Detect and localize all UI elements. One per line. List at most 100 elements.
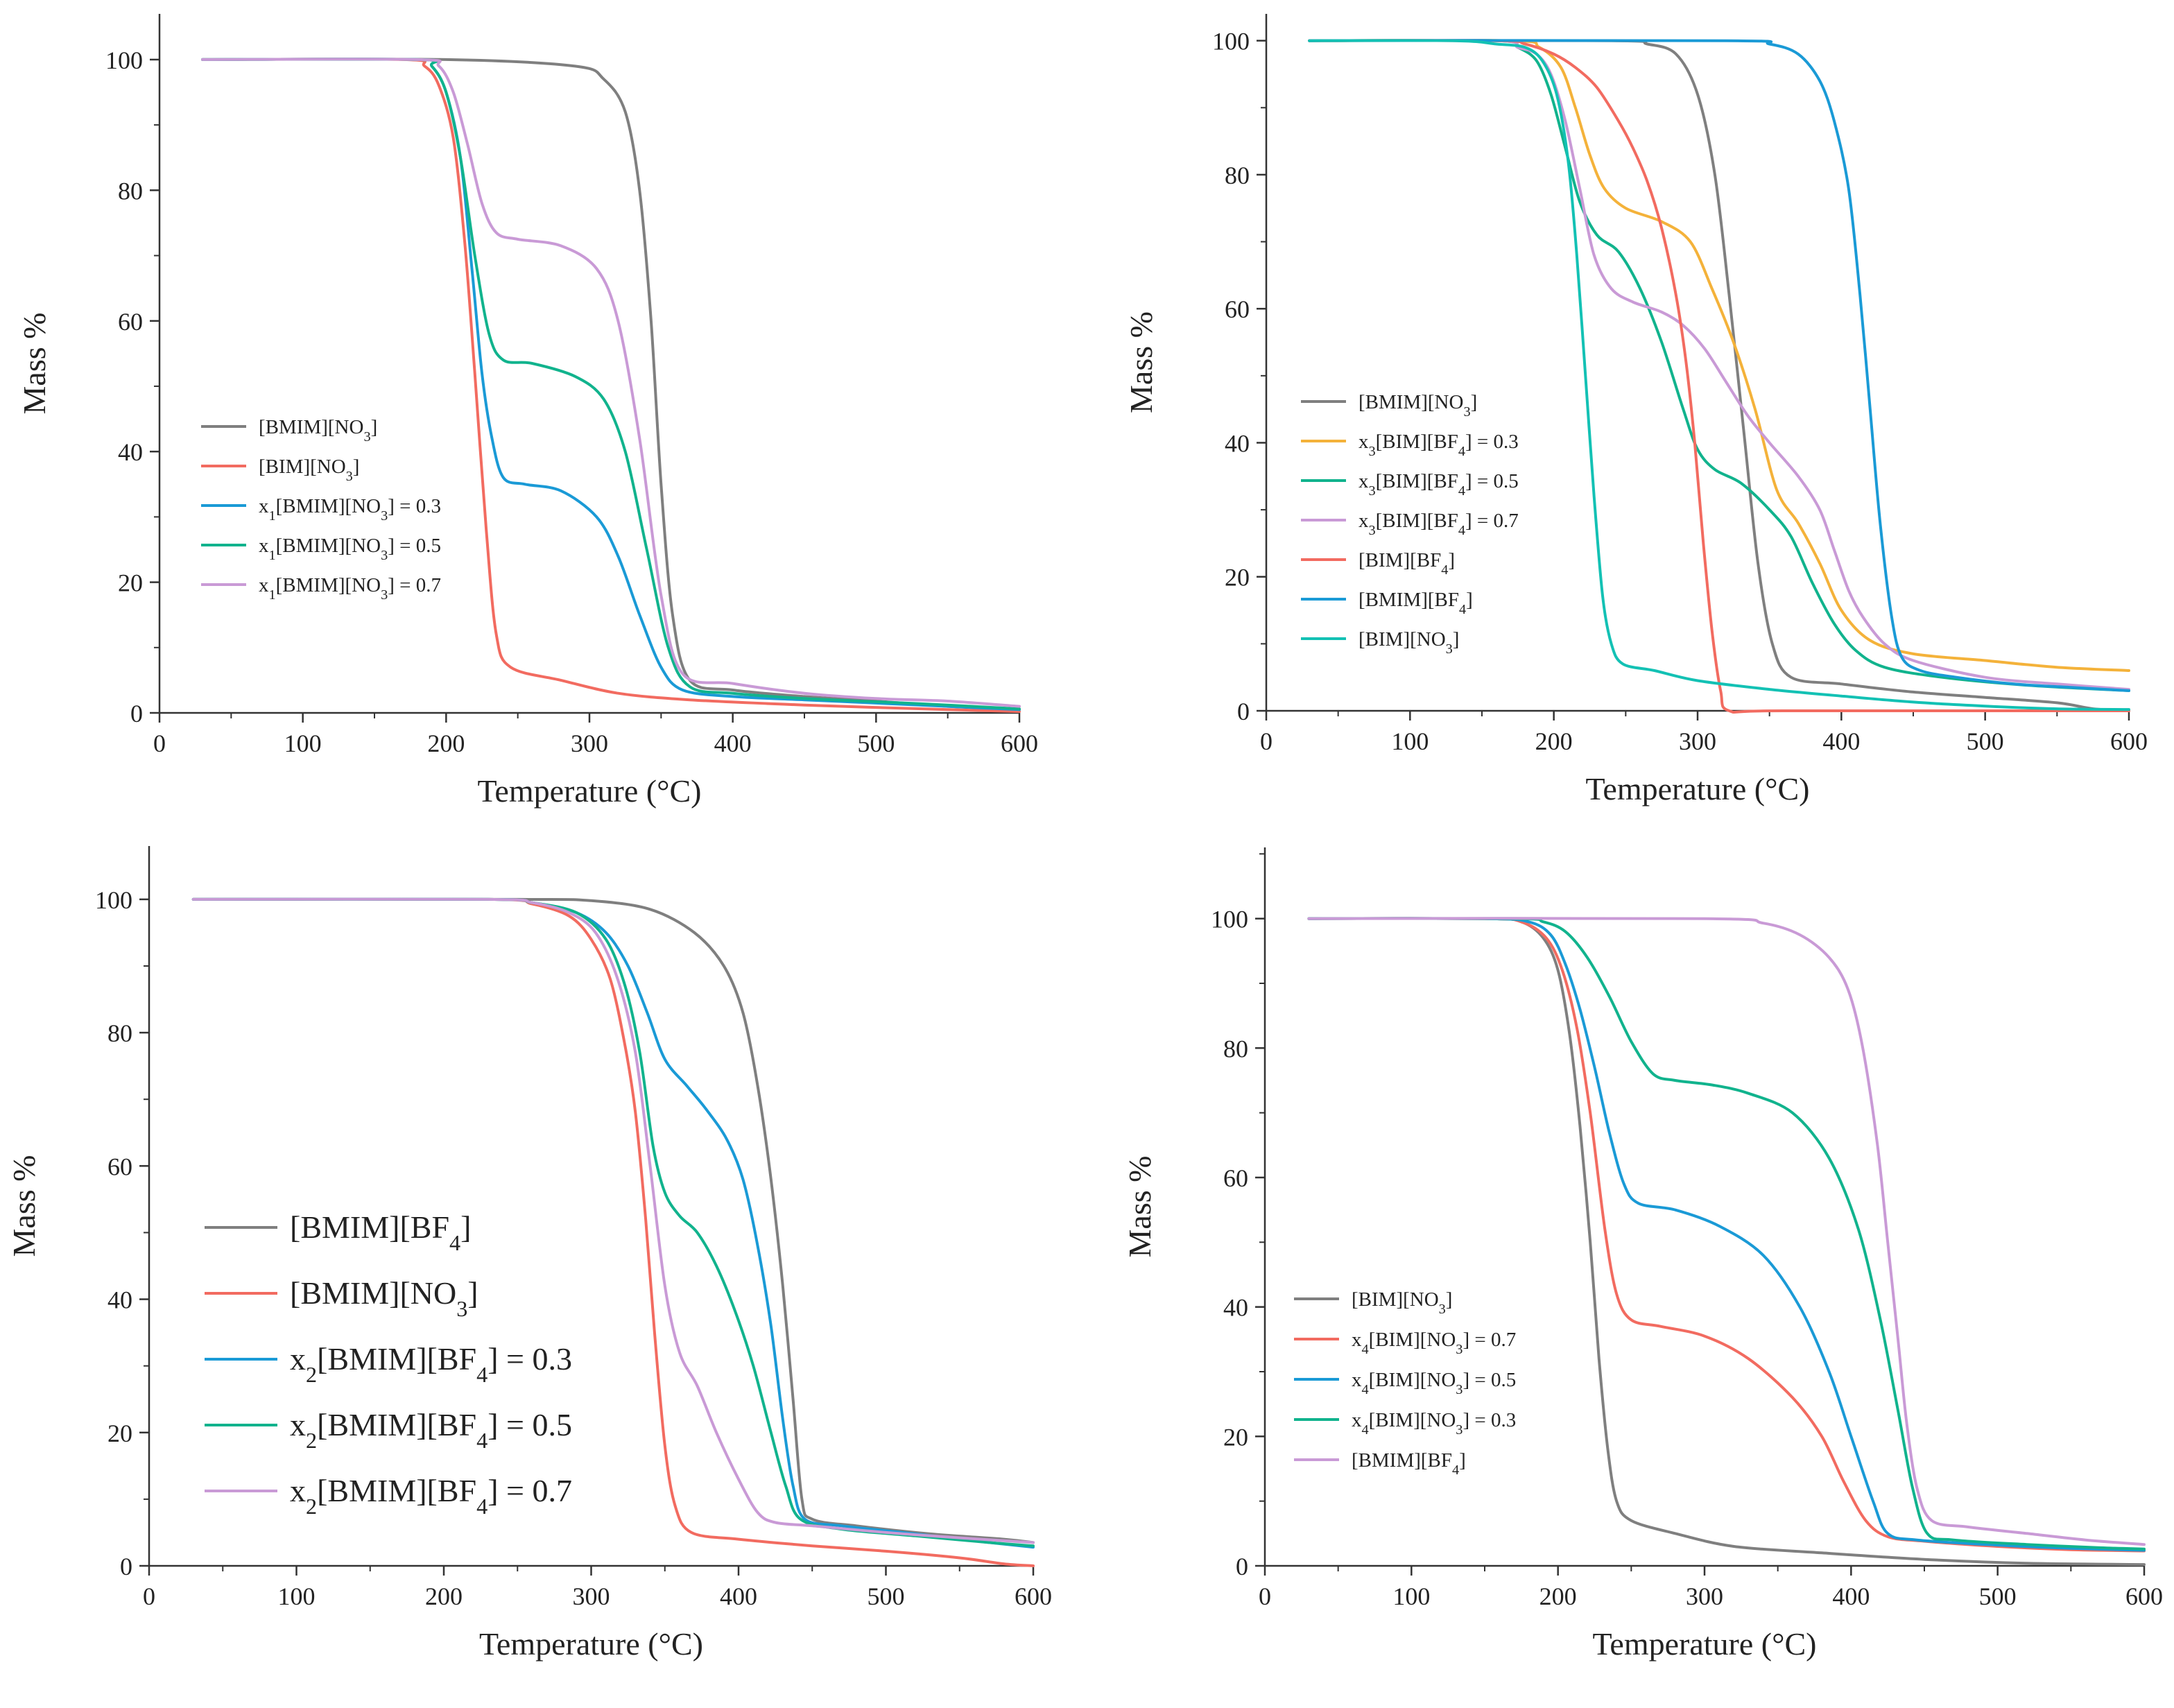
series-line-5 <box>1307 917 2146 1546</box>
legend-label: x1[BMIM][NO3] = 0.3 <box>259 495 441 524</box>
series-line-3 <box>201 58 1021 711</box>
legend-label: x2[BMIM][BF4] = 0.5 <box>290 1407 572 1453</box>
x-tick-label: 0 <box>143 1582 155 1610</box>
legend-label: [BMIM][NO3] <box>290 1275 478 1321</box>
x-tick-label: 300 <box>1679 727 1716 755</box>
y-tick-label: 40 <box>1225 429 1250 457</box>
y-axis-title: Mass % <box>6 1155 42 1257</box>
x-tick-label: 200 <box>427 730 465 757</box>
x-tick-label: 500 <box>857 730 895 757</box>
series-line-6 <box>1308 39 2130 692</box>
y-tick-label: 0 <box>120 1553 132 1580</box>
y-tick-label: 20 <box>118 569 143 597</box>
panel-c: 0 100 200 300 400 500 600 0 20 40 60 80 100 Temperatu… <box>6 846 1052 1662</box>
x-tick-label: 0 <box>153 730 166 757</box>
legend-label: [BMIM][NO3] <box>259 416 377 445</box>
y-tick-label: 60 <box>1225 295 1250 323</box>
x-tick-label: 100 <box>1391 727 1429 755</box>
legend-label: x3[BIM][BF4] = 0.5 <box>1358 470 1519 499</box>
series-line-1 <box>201 58 1021 711</box>
legend-label: [BIM][BF4] <box>1358 549 1455 578</box>
legend-label: x3[BIM][BF4] = 0.7 <box>1358 510 1519 538</box>
x-tick-label: 500 <box>868 1582 905 1610</box>
panel-a: 0 100 200 300 400 500 600 0 20 40 60 80 100 Temperatu… <box>17 14 1038 809</box>
series-line-5 <box>1308 39 2130 714</box>
series-line-7 <box>1308 39 2130 711</box>
x-tick-label: 300 <box>1686 1582 1723 1610</box>
x-tick-label: 400 <box>720 1582 757 1610</box>
x-axis-title: Temperature (°C) <box>1586 771 1810 806</box>
y-tick-label: 0 <box>130 700 143 727</box>
x-axis-title: Temperature (°C) <box>479 1626 703 1662</box>
series-line-1 <box>191 897 1035 1544</box>
series-line-2 <box>201 58 1021 714</box>
series-line-3 <box>1308 38 2130 692</box>
y-tick-label: 80 <box>1223 1035 1248 1062</box>
legend-label: x2[BMIM][BF4] = 0.7 <box>290 1473 572 1519</box>
x-tick-label: 200 <box>425 1582 463 1610</box>
x-tick-label: 600 <box>2110 727 2148 755</box>
x-tick-label: 100 <box>1392 1582 1430 1610</box>
x-tick-label: 0 <box>1260 727 1273 755</box>
y-tick-label: 80 <box>118 177 143 205</box>
y-tick-label: 20 <box>1225 564 1250 592</box>
x-tick-label: 600 <box>1015 1582 1052 1610</box>
series-line-5 <box>201 58 1021 708</box>
x-tick-label: 400 <box>1832 1582 1870 1610</box>
legend-label: [BIM][NO3] <box>1352 1288 1452 1317</box>
y-axis-title: Mass % <box>1123 311 1159 413</box>
series-line-2 <box>1308 38 2130 672</box>
legend-label: x4[BIM][NO3] = 0.3 <box>1352 1409 1516 1438</box>
x-axis-title: Temperature (°C) <box>1593 1626 1817 1662</box>
x-tick-label: 600 <box>1001 730 1038 757</box>
series-line-1 <box>1308 39 2130 712</box>
series-line-3 <box>1307 917 2146 1552</box>
legend-label: [BIM][NO3] <box>1358 628 1459 657</box>
x-axis-title: Temperature (°C) <box>478 773 702 809</box>
y-tick-label: 80 <box>1225 162 1250 189</box>
y-tick-label: 40 <box>107 1286 132 1314</box>
x-tick-label: 0 <box>1259 1582 1271 1610</box>
legend-label: x2[BMIM][BF4] = 0.3 <box>290 1341 572 1387</box>
legend-label: [BMIM][BF4] <box>1352 1449 1466 1478</box>
legend: [BMIM][BF4] [BMIM][NO3] x2[BMIM][BF4] = 0.… <box>205 1209 572 1519</box>
x-tick-label: 300 <box>571 730 608 757</box>
x-tick-label: 500 <box>1979 1582 2017 1610</box>
panel-b: 0 100 200 300 400 500 600 0 20 40 60 80 100 Temperatu… <box>1123 14 2148 806</box>
x-tick-label: 100 <box>278 1582 316 1610</box>
y-tick-label: 0 <box>1236 1553 1248 1580</box>
y-tick-label: 40 <box>118 438 143 466</box>
y-tick-label: 100 <box>105 46 143 74</box>
x-tick-label: 400 <box>714 730 752 757</box>
series-line-1 <box>1307 917 2146 1567</box>
series-line-5 <box>191 897 1035 1544</box>
legend: [BMIM][NO3] x3[BIM][BF4] = 0.3 x3[BIM][BF4… <box>1301 391 1519 657</box>
panel-d: 0 100 200 300 400 500 600 0 20 40 60 80 100 Temperatu… <box>1122 847 2163 1662</box>
legend-label: [BIM][NO3] <box>259 456 359 484</box>
legend-label: x1[BMIM][NO3] = 0.7 <box>259 574 441 603</box>
x-tick-label: 400 <box>1822 727 1860 755</box>
series-line-4 <box>1307 917 2146 1551</box>
y-tick-label: 100 <box>95 886 132 914</box>
x-tick-label: 300 <box>573 1582 610 1610</box>
y-tick-label: 20 <box>107 1420 132 1447</box>
y-tick-label: 100 <box>1212 28 1250 55</box>
series-line-4 <box>201 58 1021 711</box>
x-tick-label: 200 <box>1539 1582 1577 1610</box>
y-tick-label: 60 <box>1223 1164 1248 1192</box>
legend-label: x3[BIM][BF4] = 0.3 <box>1358 431 1519 459</box>
legend-label: [BMIM][NO3] <box>1358 391 1477 420</box>
x-tick-label: 600 <box>2125 1582 2163 1610</box>
legend-label: x1[BMIM][NO3] = 0.5 <box>259 535 441 563</box>
legend: [BIM][NO3] x4[BIM][NO3] = 0.7 x4[BIM][NO3]… <box>1294 1288 1516 1478</box>
y-axis-title: Mass % <box>1122 1156 1157 1258</box>
x-tick-label: 200 <box>1535 727 1573 755</box>
x-tick-label: 100 <box>284 730 322 757</box>
legend-label: [BMIM][BF4] <box>290 1209 471 1255</box>
legend: [BMIM][NO3] [BIM][NO3] x1[BMIM][NO3] = 0.3… <box>201 416 441 603</box>
y-tick-label: 80 <box>107 1019 132 1047</box>
y-tick-label: 60 <box>118 308 143 336</box>
y-tick-label: 40 <box>1223 1294 1248 1322</box>
legend-label: x4[BIM][NO3] = 0.5 <box>1352 1369 1516 1397</box>
